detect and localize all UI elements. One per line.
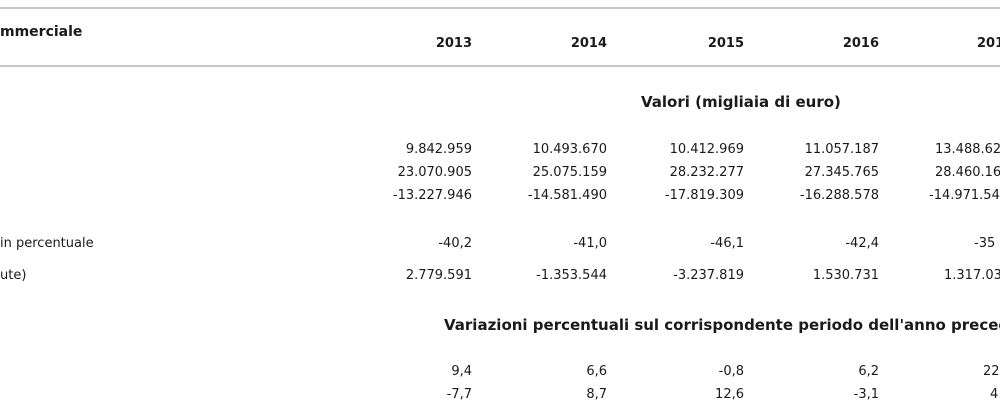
cell-value: -3.237.819: [673, 268, 744, 283]
cell-value: 22: [983, 364, 1000, 379]
header-bottom-border: [0, 65, 1000, 67]
cell-value: 9,4: [451, 364, 472, 379]
year-header-2017: 201: [977, 36, 1000, 51]
cell-value: -1.353.544: [536, 268, 607, 283]
cell-value: 11.057.187: [804, 142, 879, 157]
cell-value: -35: [974, 236, 996, 251]
cell-value: -41,0: [573, 236, 607, 251]
year-header-2015: 2015: [707, 36, 744, 51]
cell-value: -13.227.946: [392, 188, 472, 203]
cell-value: -0,8: [718, 364, 744, 379]
cell-value: 28.232.277: [669, 165, 744, 180]
cell-value: 4: [990, 387, 999, 402]
cell-value: -17.819.309: [664, 188, 744, 203]
row-label: ute): [0, 268, 27, 283]
cell-value: -7,7: [446, 387, 472, 402]
cell-value: -16.288.578: [799, 188, 879, 203]
cell-value: 13.488.62: [935, 142, 1000, 157]
cell-value: -40,2: [438, 236, 472, 251]
year-header-2016: 2016: [842, 36, 879, 51]
table-top-border: [0, 7, 1000, 9]
cell-value: 6,6: [586, 364, 607, 379]
cell-value: 9.842.959: [405, 142, 472, 157]
cell-value: 10.412.969: [669, 142, 744, 157]
cell-value: -3,1: [853, 387, 879, 402]
cell-value: 8,7: [586, 387, 607, 402]
year-header-2014: 2014: [570, 36, 607, 51]
cell-value: -42,4: [845, 236, 879, 251]
cell-value: -14.581.490: [527, 188, 607, 203]
cell-value: 10.493.670: [532, 142, 607, 157]
cell-value: -46,1: [710, 236, 744, 251]
cell-value: 6,2: [858, 364, 879, 379]
cell-value: 12,6: [715, 387, 744, 402]
cell-value: 1.530.731: [812, 268, 879, 283]
cell-value: 23.070.905: [397, 165, 472, 180]
cell-value: -14.971.54: [929, 188, 1000, 203]
section-heading-values: Valori (migliaia di euro): [641, 93, 841, 111]
table-header-title: mmerciale: [0, 24, 83, 40]
cell-value: 25.075.159: [532, 165, 607, 180]
cell-value: 27.345.765: [804, 165, 879, 180]
year-header-2013: 2013: [435, 36, 472, 51]
row-label: in percentuale: [0, 236, 94, 251]
cell-value: 1.317.03: [944, 268, 1000, 283]
cell-value: 2.779.591: [405, 268, 472, 283]
section-heading-changes: Variazioni percentuali sul corrispondent…: [444, 316, 1000, 334]
cell-value: 28.460.16: [935, 165, 1000, 180]
